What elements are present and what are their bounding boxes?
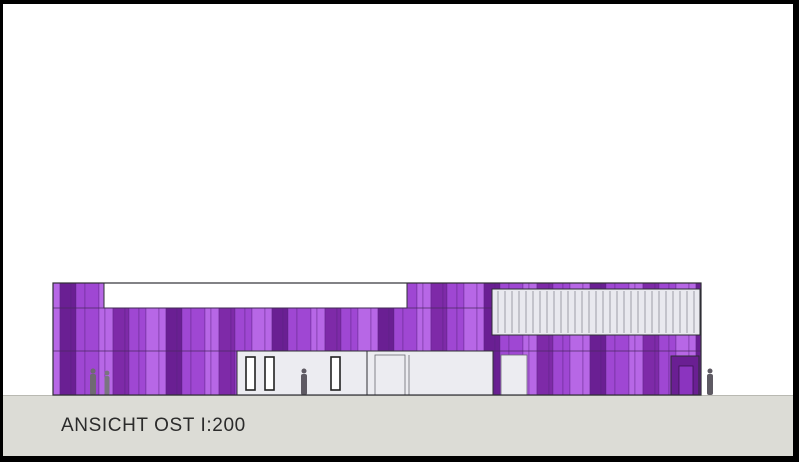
drawing-frame: ANSICHT OST I:200 xyxy=(3,4,793,456)
side-entrance-door xyxy=(678,365,694,396)
door-middle xyxy=(264,356,275,391)
glazing-section-2 xyxy=(366,350,494,396)
figure-left-2 xyxy=(104,370,110,395)
glazing-bay-b xyxy=(500,354,528,396)
drawing-caption: ANSICHT OST I:200 xyxy=(61,415,246,436)
east-elevation-drawing xyxy=(52,282,713,396)
facade-outline xyxy=(52,282,702,396)
figure-right xyxy=(707,368,713,395)
figure-left-1 xyxy=(90,368,96,395)
door-right xyxy=(330,356,341,391)
facade-panel-stripe xyxy=(75,282,86,396)
facade-panels xyxy=(52,282,702,396)
roof-setback-opening xyxy=(103,282,408,309)
facade-panel-stripe xyxy=(59,282,72,396)
door-left xyxy=(245,356,256,391)
facade-panel-stripe xyxy=(52,282,61,396)
facade-panel-stripe xyxy=(70,282,77,396)
figure-entrance xyxy=(301,368,307,395)
louver-slats xyxy=(497,291,695,333)
